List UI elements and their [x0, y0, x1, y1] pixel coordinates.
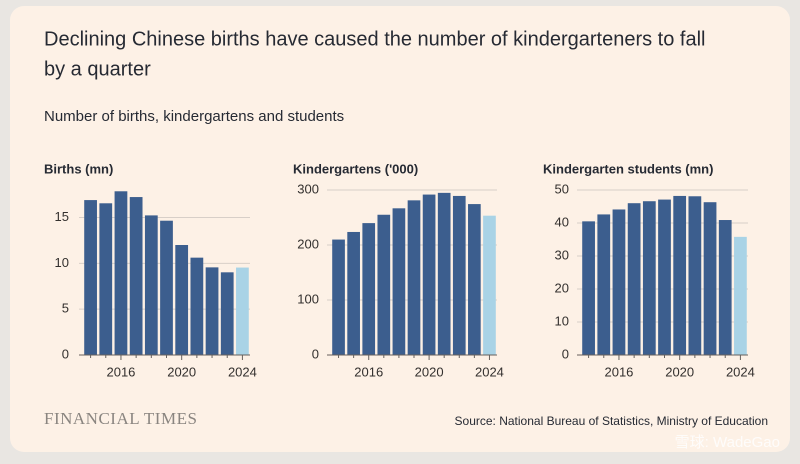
bar [144, 215, 158, 355]
bar [468, 204, 481, 355]
subtitle: Number of births, kindergartens and stud… [44, 108, 344, 125]
watermark: 雪球: WadeGao [675, 434, 780, 451]
bar [392, 208, 406, 355]
bar [612, 209, 626, 355]
bar [483, 215, 496, 355]
title-line-2: by a quarter [44, 58, 151, 80]
title-line-1: Declining Chinese births have caused the… [44, 28, 705, 50]
panel-title: Kindergartens ('000) [293, 161, 418, 176]
bar [452, 195, 466, 355]
bar [703, 202, 717, 355]
bar [190, 257, 204, 355]
bar [597, 214, 611, 355]
bar [673, 195, 687, 355]
bar [377, 214, 391, 355]
y-tick-label: 5 [62, 301, 69, 316]
bar [718, 220, 732, 355]
bar [582, 221, 595, 355]
bar [407, 200, 421, 355]
x-tick-label: 2024 [228, 364, 257, 379]
y-tick-label: 10 [555, 313, 569, 328]
bar [347, 231, 360, 355]
y-tick-label: 0 [62, 346, 69, 361]
bar [236, 267, 249, 355]
y-tick-label: 10 [55, 255, 69, 270]
bar [362, 223, 376, 355]
x-tick-label: 2020 [167, 364, 196, 379]
y-tick-label: 0 [562, 346, 569, 361]
bar [437, 192, 451, 355]
x-tick-label: 2024 [726, 364, 755, 379]
y-tick-label: 40 [555, 214, 569, 229]
y-tick-label: 100 [297, 291, 319, 306]
bar [114, 191, 128, 355]
bar [99, 203, 113, 355]
bar [658, 199, 671, 355]
y-tick-label: 0 [312, 346, 319, 361]
bar [688, 196, 702, 355]
source: Source: National Bureau of Statistics, M… [455, 414, 768, 428]
bar [627, 203, 641, 355]
x-tick-label: 2020 [415, 364, 444, 379]
y-tick-label: 50 [555, 181, 569, 196]
bar [175, 245, 189, 355]
x-tick-label: 2016 [106, 364, 135, 379]
panel-title: Births (mn) [44, 161, 113, 176]
x-tick-label: 2016 [354, 364, 383, 379]
bar [129, 197, 143, 355]
x-tick-label: 2020 [665, 364, 694, 379]
bar [734, 236, 747, 355]
bar [642, 201, 656, 355]
y-tick-label: 30 [555, 247, 569, 262]
panel-title: Kindergarten students (mn) [543, 161, 713, 176]
y-tick-label: 300 [297, 181, 319, 196]
bar [422, 194, 436, 355]
x-tick-label: 2024 [475, 364, 504, 379]
bar [332, 239, 345, 355]
y-tick-label: 20 [555, 280, 569, 295]
y-tick-label: 15 [55, 209, 69, 224]
brand: FINANCIAL TIMES [44, 409, 197, 428]
y-tick-label: 200 [297, 236, 319, 251]
x-tick-label: 2016 [604, 364, 633, 379]
bar [220, 272, 234, 355]
bar [205, 267, 219, 355]
bar [84, 200, 97, 355]
bar [160, 220, 173, 355]
